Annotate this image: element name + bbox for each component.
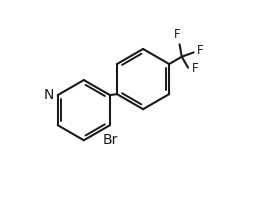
Text: F: F [174, 28, 181, 41]
Text: F: F [191, 62, 198, 75]
Text: N: N [44, 88, 54, 102]
Text: F: F [197, 44, 204, 57]
Text: Br: Br [102, 133, 118, 147]
